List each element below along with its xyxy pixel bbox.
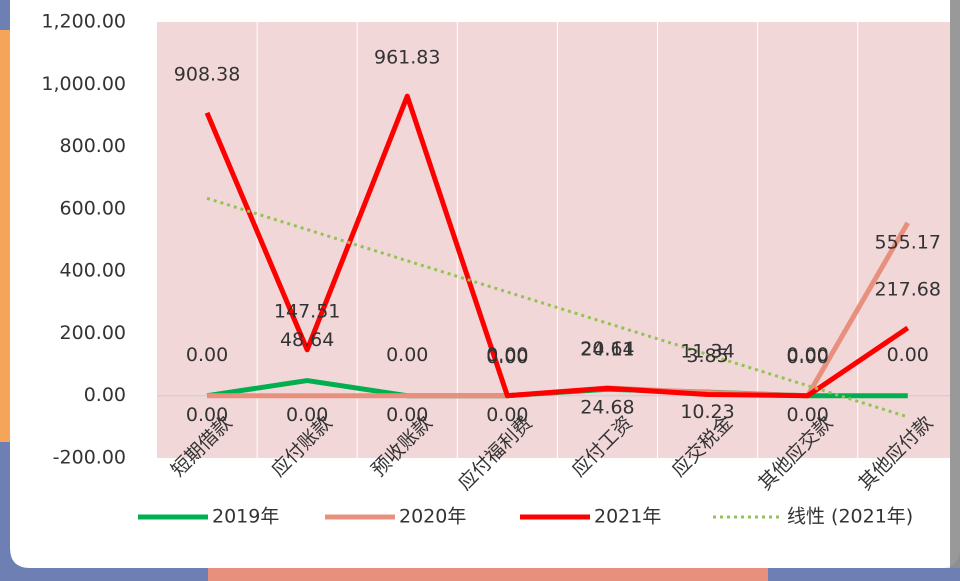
data-label: 24.68 [580,397,634,419]
data-label: 20.64 [580,338,634,360]
data-label: 0.00 [786,346,828,368]
data-label: 0.00 [286,404,328,426]
data-label: 0.00 [186,344,228,366]
legend-label: 2020年 [399,506,466,528]
data-label: 217.68 [875,278,941,300]
shadow [950,0,960,568]
y-tick-label: -200.00 [53,447,126,469]
data-label: 0.00 [786,344,828,366]
edge-accent [208,568,768,581]
data-label: 147.51 [274,300,340,322]
y-tick-label: 200.00 [60,322,126,344]
y-tick-label: 1,000.00 [41,73,126,95]
data-label: 0.00 [887,344,929,366]
data-label: 0.00 [386,344,428,366]
edge [0,0,10,30]
trendline [206,196,909,419]
data-label: 24.11 [580,339,634,361]
data-label: 0.00 [386,404,428,426]
data-label: 555.17 [875,231,941,253]
data-label: 0.00 [486,346,528,368]
y-tick-label: 600.00 [60,197,126,219]
legend-label: 2019年 [212,506,279,528]
data-label: 0.00 [486,344,528,366]
legend-label: 2021年 [594,506,661,528]
data-label: 10.23 [680,401,734,423]
y-tick-label: 800.00 [60,135,126,157]
y-tick-label: 1,200.00 [41,11,126,33]
series-line [204,93,910,399]
data-label: 961.83 [374,47,440,69]
data-label: 48.64 [280,329,334,351]
edge [0,30,10,442]
y-tick-label: 0.00 [84,384,126,406]
data-label: 0.00 [186,404,228,426]
data-label: 0.00 [786,404,828,426]
data-label: 11.34 [680,341,734,363]
legend-label: 线性 (2021年) [787,506,913,528]
data-label: 3.85 [686,345,728,367]
data-label: 0.00 [486,404,528,426]
data-label: 908.38 [174,63,240,85]
y-tick-label: 400.00 [60,260,126,282]
